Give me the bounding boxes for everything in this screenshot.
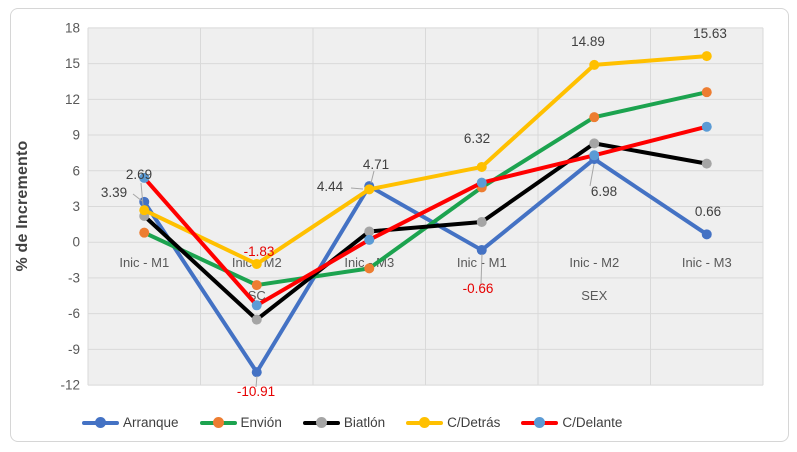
y-tick-label: 15: [65, 56, 80, 71]
legend-item-c-detr-s: C/Detrás: [406, 415, 500, 430]
legend-item-biatl-n: Biatlón: [302, 415, 386, 430]
category-group-label: SEX: [581, 288, 607, 303]
data-point-marker: [476, 177, 487, 188]
legend-dot-icon: [212, 417, 224, 428]
leader-line: [140, 182, 144, 206]
legend-line-marker-icon: [82, 417, 119, 428]
legend-line-marker-icon: [521, 417, 559, 428]
series-line: [142, 54, 709, 266]
data-point-marker: [251, 367, 262, 378]
leader-line: [132, 193, 143, 202]
legend-item-c-delante: C/Delante: [521, 415, 622, 430]
leader-line: [480, 253, 483, 285]
y-tick-label: -9: [68, 342, 80, 357]
data-point-marker: [476, 245, 487, 256]
legend-dot-icon: [95, 417, 106, 428]
legend-label: Envión: [240, 415, 282, 430]
data-label: 6.98: [591, 184, 617, 199]
data-point-marker: [251, 314, 262, 325]
y-tick-label: -6: [68, 306, 80, 321]
y-tick-label: 3: [72, 199, 80, 214]
y-tick-label: 9: [72, 128, 80, 143]
data-label: -10.91: [237, 384, 275, 399]
leader-line: [589, 163, 595, 187]
data-point-marker: [589, 59, 600, 70]
y-tick-label: 18: [65, 20, 80, 35]
data-point-marker: [364, 263, 375, 274]
data-point-marker: [476, 216, 487, 227]
legend-dot-icon: [315, 417, 327, 428]
category-label: Inic - M3: [682, 255, 732, 270]
data-label: -0.66: [463, 281, 494, 296]
data-point-marker: [364, 184, 375, 195]
data-point-marker: [701, 87, 712, 98]
legend-dot-icon: [534, 417, 546, 428]
legend-label: Biatlón: [343, 415, 386, 430]
data-point-marker: [701, 121, 712, 132]
legend-line-marker-icon: [302, 417, 340, 428]
data-label: 4.71: [363, 157, 389, 172]
category-label: Inic - M1: [119, 255, 169, 270]
series-line: [142, 124, 709, 308]
data-point-marker: [589, 138, 600, 149]
legend-item-envi-n: Envión: [199, 415, 282, 430]
legend-item-arranque: Arranque: [82, 415, 179, 430]
y-tick-label: 6: [72, 163, 80, 178]
series-c-detr-s: [139, 51, 712, 269]
data-label: 15.63: [693, 26, 727, 41]
y-tick-label: -3: [68, 270, 80, 285]
data-label: 6.32: [464, 131, 490, 146]
data-point-marker: [364, 226, 375, 237]
leader-line: [350, 187, 364, 190]
data-point-marker: [139, 227, 150, 238]
legend-label: C/Detrás: [447, 415, 501, 430]
category-label: Inic - M2: [569, 255, 619, 270]
data-point-marker: [476, 161, 487, 172]
data-point-marker: [701, 158, 712, 169]
legend-line-marker-icon: [406, 417, 444, 428]
y-tick-label: 12: [65, 92, 80, 107]
y-axis-ticks: -12 -9 -6 -3 0 3 6 9 12 15 18: [60, 20, 80, 392]
data-label: 4.44: [317, 179, 344, 194]
data-point-marker: [251, 280, 262, 291]
legend: Arranque Envión Biatlón C/Detrás C/Delante: [82, 415, 622, 430]
data-point-marker: [139, 172, 150, 183]
data-point-marker: [139, 205, 150, 216]
data-point-marker: [701, 229, 712, 240]
data-point-marker: [589, 150, 600, 161]
data-label: 2.69: [126, 167, 152, 182]
data-labels: 3.39 -10.91 4.71 -0.66 6.98 0.66 2.69 -1.83 4.44…: [101, 26, 727, 399]
data-point-marker: [139, 196, 150, 207]
series-line: [142, 157, 709, 375]
legend-dot-icon: [419, 417, 431, 428]
series-line: [142, 141, 709, 322]
data-point-marker: [251, 300, 262, 311]
data-point-marker: [701, 51, 712, 62]
data-point-marker: [251, 258, 262, 269]
data-label: 14.89: [571, 34, 605, 49]
leader-line: [370, 170, 375, 184]
data-label: 0.66: [695, 204, 721, 219]
series-biatl-n: [139, 138, 712, 325]
y-tick-label: -12: [60, 378, 80, 393]
legend-label: C/Delante: [562, 415, 623, 430]
y-tick-label: 0: [72, 235, 80, 250]
data-label: -1.83: [244, 244, 275, 259]
legend-label: Arranque: [123, 415, 179, 430]
legend-line-marker-icon: [199, 417, 237, 428]
data-point-marker: [364, 234, 375, 245]
series-c-delante: [139, 121, 712, 311]
data-label: 3.39: [101, 185, 127, 200]
leader-line: [255, 375, 258, 388]
label-leader-lines: [132, 163, 595, 388]
data-point-marker: [589, 112, 600, 123]
